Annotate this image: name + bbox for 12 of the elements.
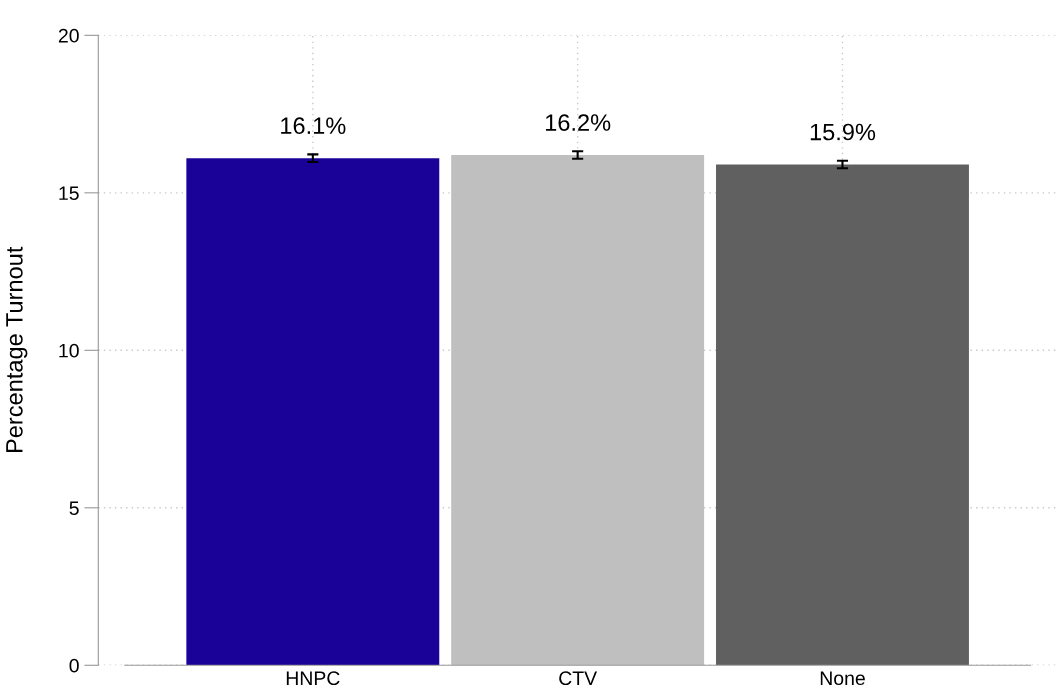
y-tick-label: 15 [59, 186, 79, 201]
y-tick-label: 10 [59, 343, 79, 358]
data-label: 15.9% [810, 123, 876, 141]
data-label: 16.2% [545, 114, 611, 131]
y-tick-label: 20 [58, 28, 79, 43]
data-label: 16.1% [281, 117, 346, 135]
y-tick-label: 0 [69, 658, 79, 673]
y-axis-title: Percentage Turnout [6, 246, 28, 453]
y-tick-label: 5 [69, 501, 79, 516]
x-tick-label: CTV [559, 671, 598, 686]
x-tick-label: HNPC [286, 671, 340, 686]
x-tick-label: None [820, 671, 865, 686]
